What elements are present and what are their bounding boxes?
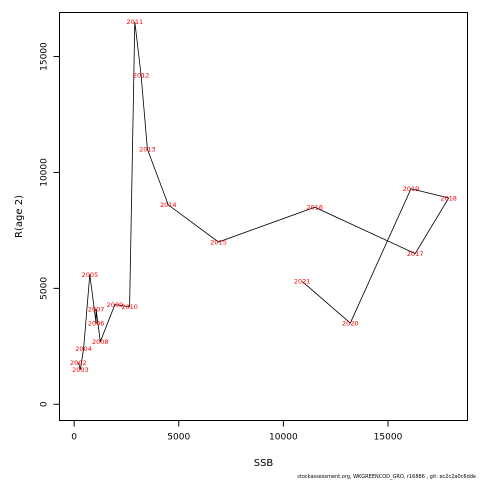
point-label-2007: 2007 — [88, 306, 105, 314]
point-label-2008: 2008 — [92, 338, 109, 346]
point-label-2011: 2011 — [127, 18, 144, 26]
y-tick-label: 10000 — [40, 158, 50, 187]
point-label-2004: 2004 — [75, 345, 92, 353]
point-label-2017: 2017 — [407, 250, 424, 258]
point-label-2015: 2015 — [210, 238, 227, 246]
point-label-2005: 2005 — [82, 271, 99, 279]
x-axis: 0 5000 10000 15000 — [71, 420, 403, 443]
y-axis: 0 5000 10000 15000 — [40, 42, 60, 407]
point-label-2019: 2019 — [403, 185, 420, 193]
point-label-2018: 2018 — [440, 194, 457, 202]
point-label-2002: 2002 — [70, 359, 87, 367]
point-label-2010: 2010 — [121, 303, 138, 311]
series-line — [77, 21, 450, 370]
x-tick-label: 10000 — [269, 433, 298, 443]
point-label-2012: 2012 — [133, 71, 150, 79]
x-tick-label: 5000 — [167, 433, 190, 443]
point-label-2006: 2006 — [88, 319, 105, 327]
x-axis-title: SSB — [254, 458, 274, 469]
footer-credit: stockassessment.org, WKGREENCOD_GRO, r16… — [297, 474, 476, 480]
point-label-2016: 2016 — [306, 204, 323, 212]
point-label-2020: 2020 — [342, 319, 359, 327]
y-axis-title: R(age 2) — [14, 195, 25, 238]
y-tick-label: 0 — [40, 401, 50, 407]
point-label-2003: 2003 — [72, 366, 89, 374]
x-tick-label: 15000 — [374, 433, 403, 443]
point-label-2021: 2021 — [294, 278, 311, 286]
y-tick-label: 5000 — [40, 277, 50, 300]
point-label-2009: 2009 — [107, 301, 124, 309]
series-polyline — [77, 21, 450, 370]
y-tick-label: 15000 — [40, 42, 50, 71]
x-tick-label: 0 — [71, 433, 77, 443]
plot-frame — [59, 12, 468, 421]
point-label-2014: 2014 — [160, 201, 177, 209]
point-label-2013: 2013 — [139, 146, 156, 154]
